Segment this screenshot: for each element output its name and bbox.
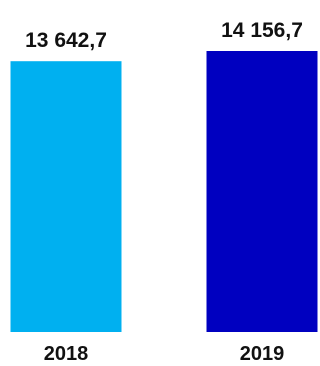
bar-2018 (10, 61, 122, 333)
value-label-2019: 14 156,7 (221, 19, 303, 42)
bar-2019 (206, 51, 318, 332)
category-label-2019: 2019 (240, 343, 285, 365)
category-label-2018: 2018 (44, 343, 89, 365)
value-label-2018: 13 642,7 (25, 29, 107, 52)
